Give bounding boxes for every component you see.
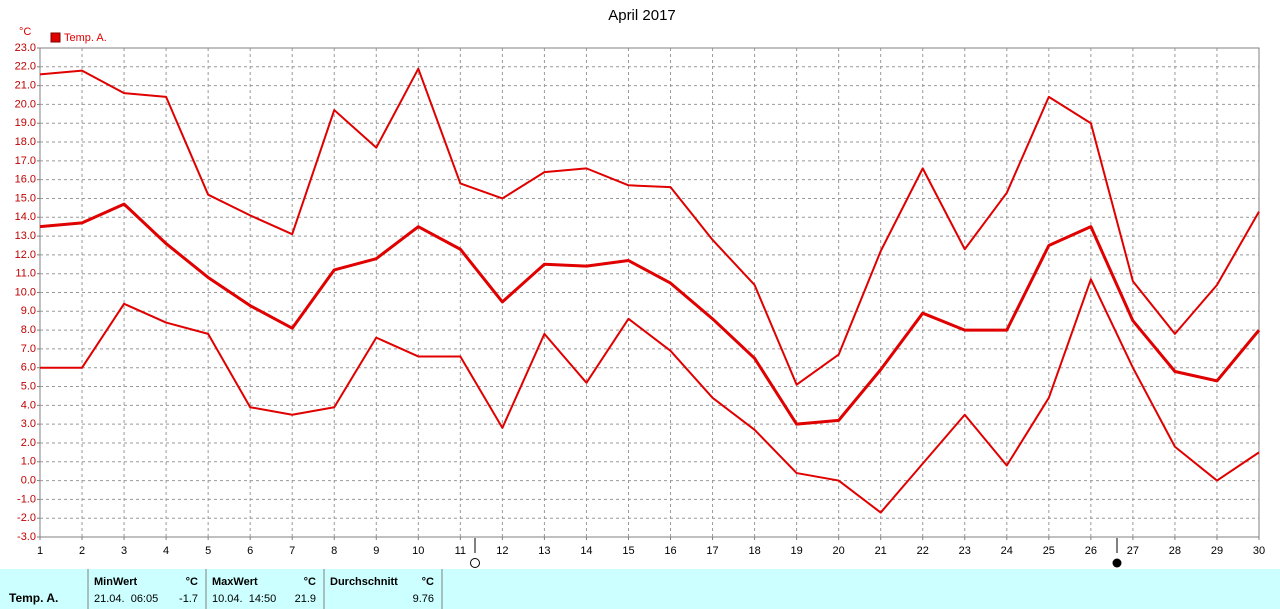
y-tick-label: 9.0: [21, 305, 36, 317]
y-tick-label: 1.0: [21, 456, 36, 468]
x-tick-label: 25: [1043, 545, 1055, 557]
y-tick-label: -3.0: [17, 531, 36, 543]
chart-title: April 2017: [608, 7, 676, 24]
x-tick-label: 17: [706, 545, 718, 557]
y-tick-label: 17.0: [15, 155, 36, 167]
y-tick-label: -1.0: [17, 493, 36, 505]
x-tick-label: 22: [917, 545, 929, 557]
column-value: -1.7: [179, 593, 198, 605]
moon-new: [470, 538, 480, 568]
y-tick-label: 14.0: [15, 211, 36, 223]
series-line: [40, 278, 1260, 514]
series-line: [39, 67, 1260, 386]
summary-table: [0, 569, 1280, 609]
y-tick-label: -2.0: [17, 512, 36, 524]
series-line: [39, 202, 1261, 426]
legend-swatch: [50, 32, 61, 43]
y-tick-label: 12.0: [15, 249, 36, 261]
x-tick-label: 23: [959, 545, 971, 557]
y-tick-label: 22.0: [15, 61, 36, 73]
table-row-label: Temp. A.: [9, 591, 58, 605]
y-tick-label: 21.0: [15, 80, 36, 92]
y-tick-label: 11.0: [15, 268, 36, 280]
column-value: 9.76: [413, 593, 434, 605]
y-tick-label: 7.0: [21, 343, 36, 355]
y-tick-label: 16.0: [15, 174, 36, 186]
y-tick-label: 5.0: [21, 380, 36, 392]
y-tick-label: 3.0: [21, 418, 36, 430]
y-tick-label: 15.0: [15, 192, 36, 204]
x-tick-label: 20: [833, 545, 845, 557]
column-time: 21.04. 06:05: [94, 593, 158, 605]
x-tick-label: 11: [455, 545, 466, 557]
legend-label: Temp. A.: [64, 32, 107, 44]
y-axis-unit: °C: [19, 26, 31, 38]
x-tick-label: 8: [331, 545, 337, 557]
x-tick-label: 21: [875, 545, 887, 557]
x-tick-label: 16: [664, 545, 676, 557]
moon-full: [1112, 538, 1122, 568]
y-tick-label: 13.0: [15, 230, 36, 242]
x-tick-label: 4: [163, 545, 169, 557]
x-tick-label: 15: [622, 545, 634, 557]
y-tick-label: 2.0: [21, 437, 36, 449]
column-time: 10.04. 14:50: [212, 593, 276, 605]
y-tick-label: 8.0: [21, 324, 36, 336]
x-tick-label: 30: [1253, 545, 1265, 557]
x-tick-label: 5: [205, 545, 211, 557]
x-tick-label: 28: [1169, 545, 1181, 557]
y-tick-label: 18.0: [15, 136, 36, 148]
x-tick-label: 9: [373, 545, 379, 557]
x-tick-label: 14: [580, 545, 592, 557]
x-tick-label: 24: [1001, 545, 1013, 557]
y-tick-label: 6.0: [21, 362, 36, 374]
column-title: MinWert: [94, 576, 138, 588]
y-tick-label: 20.0: [15, 98, 36, 110]
column-title: Durchschnitt: [330, 576, 398, 588]
column-unit: °C: [304, 576, 316, 588]
x-tick-label: 13: [538, 545, 550, 557]
x-tick-label: 1: [37, 545, 43, 557]
column-unit: °C: [422, 576, 434, 588]
x-tick-label: 7: [289, 545, 295, 557]
y-tick-label: 19.0: [15, 117, 36, 129]
column-unit: °C: [186, 576, 198, 588]
y-tick-label: 23.0: [15, 42, 36, 54]
y-tick-label: 0.0: [21, 474, 36, 486]
x-tick-label: 12: [496, 545, 508, 557]
x-tick-label: 27: [1127, 545, 1139, 557]
column-value: 21.9: [295, 593, 316, 605]
x-tick-label: 6: [247, 545, 253, 557]
x-tick-label: 19: [790, 545, 802, 557]
x-tick-label: 18: [748, 545, 760, 557]
summary-cells: Temp. A. MinWert °C 21.04. 06:05 -1.7 MaxWert…: [9, 569, 443, 609]
x-tick-label: 10: [412, 545, 424, 557]
x-tick-label: 2: [79, 545, 85, 557]
y-tick-label: 10.0: [15, 286, 36, 298]
x-tick-label: 29: [1211, 545, 1223, 557]
y-tick-label: 4.0: [21, 399, 36, 411]
x-tick-label: 26: [1085, 545, 1097, 557]
x-tick-label: 3: [121, 545, 127, 557]
column-title: MaxWert: [212, 576, 258, 588]
